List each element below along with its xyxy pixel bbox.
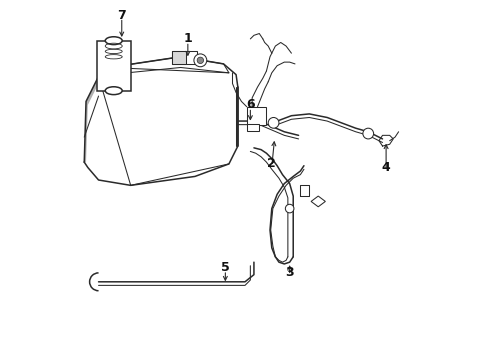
Text: 4: 4 bbox=[382, 161, 391, 174]
Bar bbox=[97, 41, 131, 91]
Text: 7: 7 bbox=[118, 9, 126, 22]
Circle shape bbox=[285, 204, 294, 213]
Bar bbox=[172, 51, 186, 64]
Text: 3: 3 bbox=[285, 266, 294, 279]
Text: 1: 1 bbox=[183, 32, 192, 45]
Circle shape bbox=[194, 54, 207, 67]
Circle shape bbox=[197, 57, 203, 64]
Bar bbox=[247, 123, 259, 131]
Ellipse shape bbox=[105, 87, 122, 95]
Bar bbox=[247, 107, 267, 125]
Circle shape bbox=[268, 117, 279, 128]
Polygon shape bbox=[84, 67, 109, 162]
Circle shape bbox=[363, 128, 373, 139]
Text: 6: 6 bbox=[246, 99, 255, 112]
Bar bbox=[172, 51, 197, 64]
Text: 5: 5 bbox=[221, 261, 230, 274]
Polygon shape bbox=[311, 196, 325, 207]
Text: 2: 2 bbox=[268, 157, 276, 170]
Ellipse shape bbox=[105, 37, 122, 45]
